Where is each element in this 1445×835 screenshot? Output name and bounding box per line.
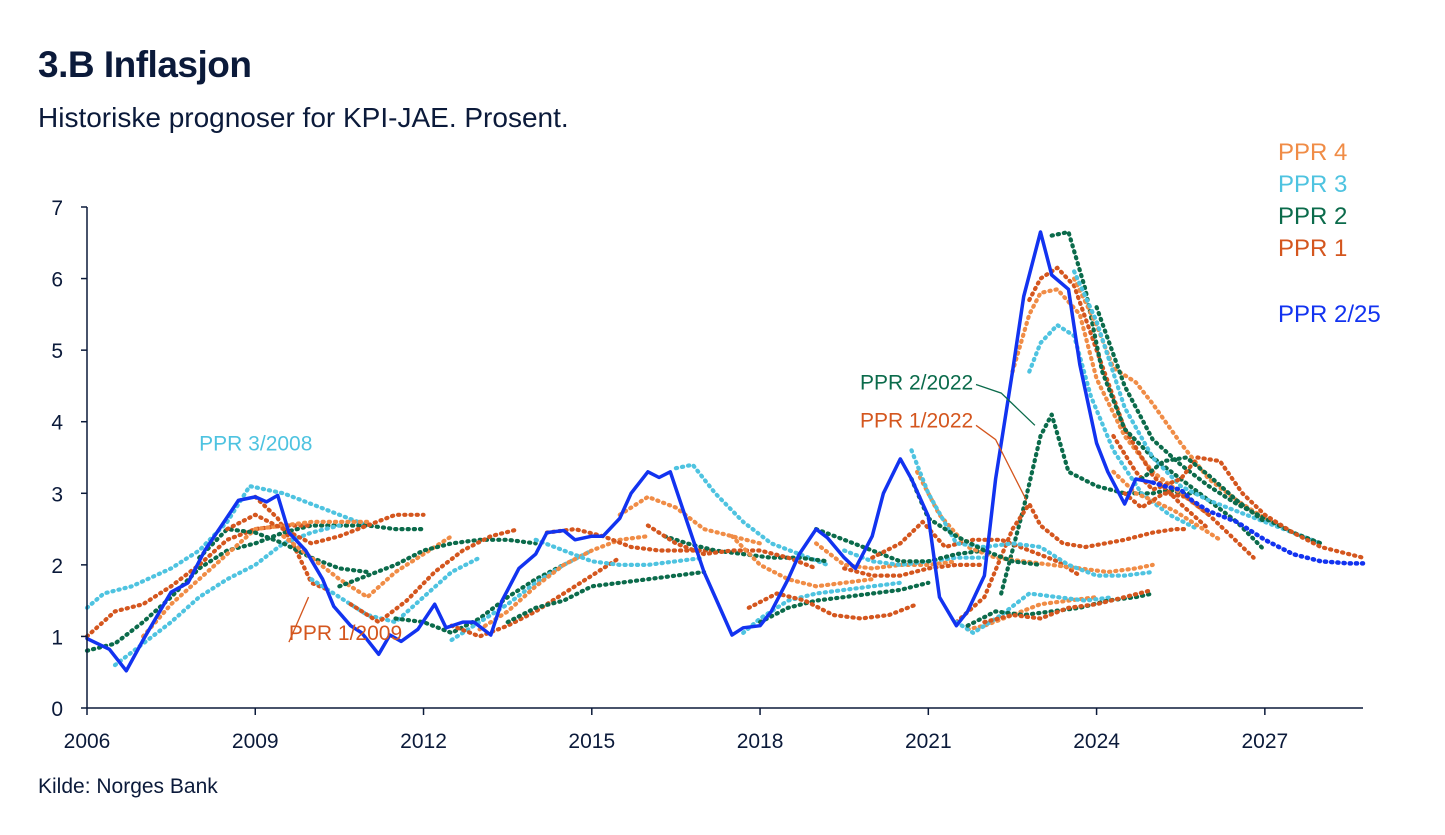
forecast-line-ppr3-26	[741, 580, 903, 636]
forecast-line-ppr3-42	[1027, 323, 1200, 532]
annotation-ppr-3-2008: PPR 3/2008	[199, 432, 312, 455]
forecast-line-ppr3-11	[309, 555, 482, 625]
x-tick-label: 2015	[568, 730, 615, 753]
forecast-line-ppr2-14	[393, 562, 566, 636]
forecast-line-ppr3-30	[842, 548, 987, 568]
forecast-line-ppr1-28	[746, 591, 920, 621]
chart-subtitle: Historiske prognoser for KPI-JAE. Prosen…	[38, 102, 569, 133]
y-tick-label: 2	[51, 555, 63, 578]
forecast-line-ppr2-44	[1049, 229, 1267, 553]
y-tick-label: 0	[51, 698, 63, 721]
forecast-line-ppr2-51	[1139, 455, 1267, 525]
forecast-line-ppr1-24	[645, 523, 819, 571]
legend-item-ppr-2-25: PPR 2/25	[1278, 301, 1381, 328]
x-tick-label: 2027	[1241, 730, 1288, 753]
forecast-line-ppr1-40	[982, 587, 1155, 625]
forecast-line-ppr3-38	[954, 591, 1116, 636]
x-tick-label: 2021	[905, 730, 952, 753]
forecast-line-ppr-3-2008	[84, 484, 370, 610]
legend: PPR 4 PPR 3 PPR 2 PPR 1 PPR 2/25	[1278, 139, 1381, 328]
forecast-line-ppr2-39	[965, 591, 1155, 628]
forecast-line-ppr3-19	[533, 537, 707, 568]
chart-title: 3.B Inflasjon	[38, 44, 252, 85]
leader-ppr-2-2022	[975, 383, 1036, 426]
forecast-line-ppr1-16	[449, 555, 622, 639]
forecast-line-ppr1-48	[1111, 433, 1366, 560]
y-tick-label: 4	[51, 412, 63, 435]
forecast-line-ppr1-20	[544, 526, 718, 553]
forecast-line-ppr4-10	[281, 534, 454, 600]
y-tick-label: 5	[51, 340, 63, 363]
axes-layer	[86, 207, 1363, 709]
forecast-line-ppr1-13	[348, 526, 522, 625]
annotation-layer: PPR 3/2008 PPR 1/2009 PPR 2/2022 PPR 1/2022	[199, 372, 1036, 645]
forecast-line-ppr4-25	[729, 534, 875, 589]
forecast-line-ppr1-9	[225, 512, 426, 546]
forecast-line-ppr1-33	[870, 519, 1082, 578]
forecast-line-ppr4-21	[617, 494, 763, 546]
series-layer	[84, 229, 1366, 673]
forecast-line-ppr2-47	[1094, 305, 1324, 546]
forecast-line-ppr3-22	[673, 462, 830, 568]
forecast-line-ppr2-27	[757, 580, 931, 625]
legend-item-ppr-1: PPR 1	[1278, 235, 1347, 262]
forecast-line-ppr3-35	[909, 448, 1155, 578]
y-tick-label: 7	[51, 197, 63, 220]
legend-item-ppr-2: PPR 2	[1278, 203, 1347, 230]
x-tick-label: 2009	[232, 730, 279, 753]
annotation-ppr-1-2022: PPR 1/2022	[860, 409, 973, 432]
forecast-line-ppr2-12	[337, 537, 538, 589]
source-note: Kilde: Norges Bank	[38, 775, 218, 798]
actual-projection-line	[1150, 480, 1366, 566]
forecast-line-ppr4-7	[141, 519, 370, 639]
forecast-line-ppr-2-2022	[999, 412, 1200, 596]
y-tick-label: 1	[51, 626, 63, 649]
forecast-line-ppr-1-2022	[954, 501, 1189, 625]
y-tick-label: 3	[51, 483, 63, 506]
legend-item-ppr-4: PPR 4	[1278, 139, 1347, 166]
x-tick-label: 2018	[737, 730, 784, 753]
annotation-ppr-1-2009: PPR 1/2009	[289, 622, 402, 645]
ticks-layer: 0 1 2 3 4 5 6 7 2006 2009 2012 2015 2018 2021 2024 2027	[51, 197, 1288, 753]
annotation-ppr-2-2022: PPR 2/2022	[860, 372, 973, 395]
forecast-line-ppr2-31	[813, 526, 987, 564]
forecast-line-ppr2-18	[505, 569, 707, 625]
x-tick-label: 2024	[1073, 730, 1120, 753]
y-tick-label: 6	[51, 269, 63, 292]
x-tick-label: 2012	[400, 730, 447, 753]
x-tick-label: 2006	[64, 730, 111, 753]
forecast-line-ppr3-6	[112, 523, 342, 668]
forecast-line-ppr4-29	[813, 541, 959, 571]
legend-item-ppr-3: PPR 3	[1278, 171, 1347, 198]
leader-ppr-1-2022	[975, 424, 1028, 501]
forecast-line-ppr4-17	[477, 534, 651, 632]
forecast-line-ppr3-15	[449, 548, 594, 643]
leader-ppr-1-2009	[288, 596, 310, 643]
actual-history-line	[85, 230, 1155, 673]
forecast-line-ppr1-32	[842, 562, 987, 578]
